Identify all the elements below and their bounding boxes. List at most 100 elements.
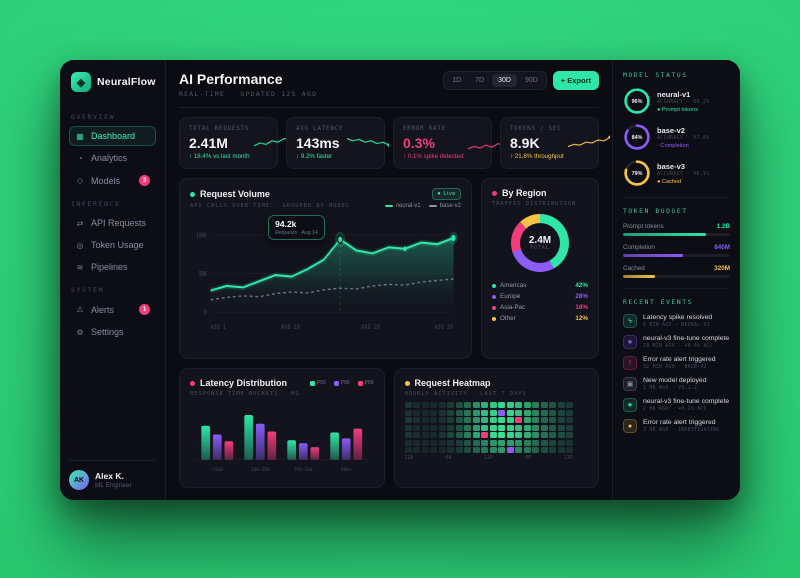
heatmap-cell xyxy=(413,424,420,431)
heatmap-cell xyxy=(540,447,548,453)
heatmap-row-3 xyxy=(404,424,589,431)
sidebar-item-analytics[interactable]: ◔ Analytics xyxy=(69,148,156,168)
heatmap-cell xyxy=(498,417,505,423)
sidebar-item-settings[interactable]: ⚙ Settings xyxy=(69,322,156,342)
sidebar-item-token-usage[interactable]: ◎ Token Usage xyxy=(69,235,156,255)
event-info: New model deployed 1 HR AGO · V3.1.2 xyxy=(643,377,706,391)
heatmap-cell xyxy=(455,402,463,408)
live-badge: ● Live xyxy=(432,188,461,200)
heatmap-cell xyxy=(455,447,463,453)
heatmap-cell xyxy=(481,402,488,408)
heatmap-cell xyxy=(472,432,480,438)
budget-row-top: Cached 320M xyxy=(623,265,730,272)
latency-legend: P50 P90 P99 xyxy=(309,380,374,386)
sidebar-item-label: Dashboard xyxy=(91,131,136,141)
nav-section-label: OVERVIEW xyxy=(71,113,116,121)
budget-label: Completion xyxy=(623,244,655,251)
range-button-90d[interactable]: 90D xyxy=(524,77,538,84)
event-meta: 2 HR AGO · +0.2% ACC xyxy=(643,406,707,412)
sidebar-item-api-requests[interactable]: ⇄ API Requests xyxy=(69,213,156,233)
event-title: neural-v3 fine-tune complete xyxy=(643,335,730,342)
heatmap-cell xyxy=(498,409,505,416)
heatmap-cell xyxy=(413,439,420,446)
event-item-neural-v3-fine-tune-complete[interactable]: ★ neural-v3 fine-tune complete 2 HR AGO · … xyxy=(623,398,730,412)
pipelines-icon: ≋ xyxy=(76,262,84,272)
latency-legend-p90[interactable]: P90 xyxy=(333,380,350,386)
event-item-latency-spike-resolved[interactable]: ϟ Latency spike resolved 6 MIN AGO · NEURA… xyxy=(623,314,730,328)
heatmap-cell xyxy=(549,447,556,453)
heatmap-hour-label: 11P xyxy=(563,456,573,461)
latency-legend-p50[interactable]: P50 xyxy=(309,380,326,386)
token-budget-section: TOKEN BUDGET Prompt tokens 1.2B Completion… xyxy=(623,208,730,289)
heatmap-cell xyxy=(506,417,514,423)
stat-value: 8.9K xyxy=(510,135,540,151)
heatmap-cell xyxy=(489,447,497,453)
region-legend-pct: 42% xyxy=(575,282,588,289)
event-item-error-rate-alert-triggered[interactable]: ! Error rate alert triggered 32 MIN AGO · … xyxy=(623,356,730,370)
svg-text:50K: 50K xyxy=(199,271,208,278)
heatmap-cell xyxy=(540,409,548,416)
event-item-error-rate-alert-triggered[interactable]: ● Error rate alert triggered 3 HR AGO · IN… xyxy=(623,419,730,433)
region-legend-label: Americas xyxy=(500,282,527,289)
heatmap-cell xyxy=(515,409,522,416)
sidebar-item-alerts[interactable]: ⚠ Alerts 1 xyxy=(69,299,156,320)
heatmap-row-2 xyxy=(404,417,589,423)
region-legend-label: Asia-Pac xyxy=(500,304,526,311)
latency-legend-p99[interactable]: P99 xyxy=(357,380,374,386)
app-window: ◈ NeuralFlow OVERVIEW ▦ Dashboard ◔ Analytic… xyxy=(60,60,740,500)
latency-accent-dot xyxy=(190,380,195,386)
heatmap-cell xyxy=(455,409,463,416)
heatmap-cell xyxy=(549,432,556,438)
sidebar-item-dashboard[interactable]: ▦ Dashboard xyxy=(69,126,156,146)
export-button[interactable]: + Export xyxy=(552,71,599,90)
api-requests-icon: ⇄ xyxy=(76,218,84,228)
model-status-list: 96% neural-v1 ACCURACY · 99.2% ● Prompt tok… xyxy=(623,87,730,187)
sidebar-item-pipelines[interactable]: ≋ Pipelines xyxy=(69,257,156,277)
heatmap-cell xyxy=(523,402,531,408)
model-name: neural-v1 xyxy=(657,89,691,99)
heatmap-cell xyxy=(430,432,437,438)
heatmap-cell xyxy=(447,402,454,408)
range-button-30d[interactable]: 30D xyxy=(492,74,517,87)
model-name: base-v2 xyxy=(657,125,685,135)
heatmap-hour-labels: 12A 6A 12P 6P 11P xyxy=(405,456,573,461)
sidebar-item-models[interactable]: ◇ Models 3 xyxy=(69,170,156,191)
legend-item-neural-v1[interactable]: neural-v1 xyxy=(384,203,421,209)
legend-swatch xyxy=(384,204,393,208)
heatmap-cell xyxy=(430,424,437,431)
budget-bar xyxy=(623,233,730,236)
heatmap-cell xyxy=(557,417,565,423)
heatmap-cell xyxy=(489,409,497,416)
heatmap-cell xyxy=(447,439,454,446)
heatmap-cell xyxy=(523,447,531,453)
budget-value: 320M xyxy=(714,265,730,272)
heatmap-accent-dot xyxy=(404,380,410,386)
time-range-selector: 1D 7D 30D 90D xyxy=(443,71,547,90)
user-profile[interactable]: AK Alex K. ML Engineer xyxy=(69,460,156,490)
volume-card-title: Request Volume xyxy=(200,189,270,199)
budget-label: Cached xyxy=(623,265,645,272)
models-icon: ◇ xyxy=(76,176,84,185)
heatmap-cell xyxy=(421,439,429,446)
heatmap-cell xyxy=(464,409,471,416)
stat-label: TOTAL REQUESTS xyxy=(189,126,250,132)
heatmap-cell xyxy=(489,439,497,446)
event-item-new-model-deployed[interactable]: ▣ New model deployed 1 HR AGO · V3.1.2 xyxy=(623,377,730,391)
legend-item-base-v2[interactable]: base-v2 xyxy=(428,203,461,209)
heatmap-cell xyxy=(557,447,565,453)
heatmap-row-5 xyxy=(404,439,589,446)
budget-bar-fill xyxy=(623,275,656,278)
range-button-1d[interactable]: 1D xyxy=(452,77,462,84)
heatmap-cell xyxy=(523,409,531,416)
event-item-neural-v3-fine-tune-complete[interactable]: ★ neural-v3 fine-tune complete 18 MIN AGO … xyxy=(623,335,730,349)
heatmap-cell xyxy=(413,409,420,416)
volume-legend: neural-v1 base-v2 xyxy=(384,203,461,209)
neuralflow-logo-icon: ◈ xyxy=(71,72,91,92)
heatmap-cell xyxy=(515,439,522,446)
bottom-row: Latency Distribution P50 P90 P99 RESPONSE … xyxy=(179,368,599,488)
sidebar-item-label: Alerts xyxy=(91,304,115,315)
heatmap-cell xyxy=(506,424,514,431)
legend-label: neural-v1 xyxy=(395,203,421,209)
nav-section-label: INFERENCE xyxy=(71,200,121,208)
range-button-7d[interactable]: 7D xyxy=(475,77,485,84)
